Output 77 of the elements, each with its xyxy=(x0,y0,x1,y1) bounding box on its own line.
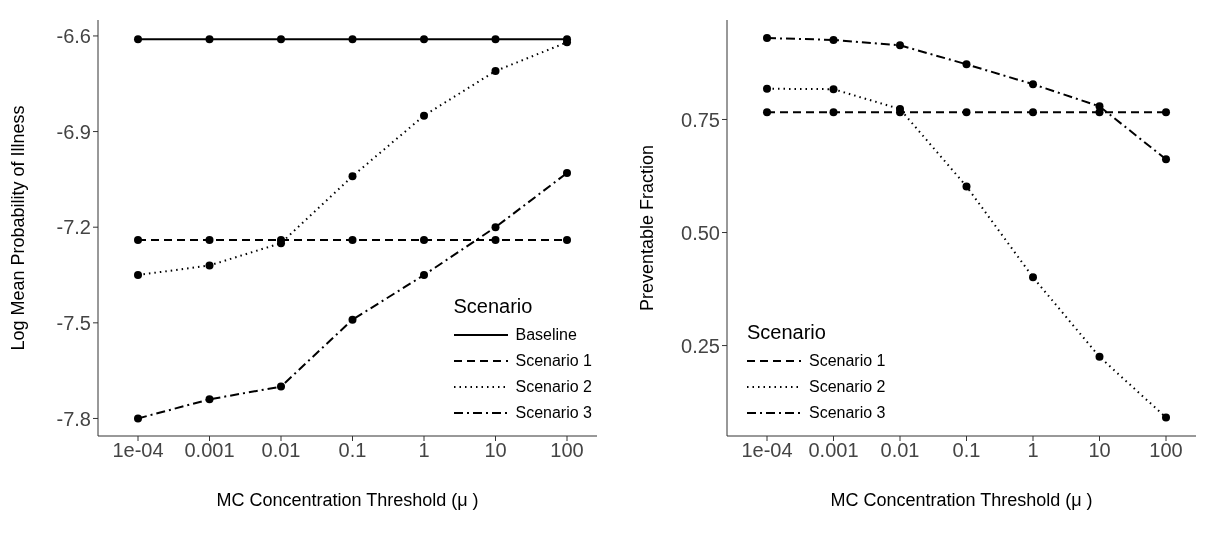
point xyxy=(491,67,500,75)
point xyxy=(134,235,142,244)
point xyxy=(420,111,428,120)
point xyxy=(763,84,771,93)
x-tick-label: 100 xyxy=(1149,439,1183,462)
point xyxy=(348,172,357,181)
point xyxy=(1029,80,1037,89)
x-tick-label: 1e-04 xyxy=(741,439,793,462)
point xyxy=(205,261,214,270)
x-tick-label: 0.1 xyxy=(952,439,981,462)
x-tick-label: 0.001 xyxy=(184,439,235,462)
point xyxy=(348,315,357,324)
point xyxy=(134,414,142,423)
point xyxy=(563,169,571,178)
legend-label: Scenario 1 xyxy=(809,352,886,370)
x-tick-label: 10 xyxy=(1088,439,1111,462)
point xyxy=(962,182,971,191)
point xyxy=(829,108,838,117)
x-tick-label: 0.1 xyxy=(338,439,367,462)
y-tick-label: 0.50 xyxy=(681,221,720,244)
x-tick-label: 1 xyxy=(418,439,430,462)
y-tick-label: -6.9 xyxy=(56,120,91,143)
y-axis-title: Preventable Fraction xyxy=(637,144,658,312)
legend-title: Scenario xyxy=(453,295,534,318)
point xyxy=(420,271,428,280)
y-tick-label: -7.5 xyxy=(56,311,91,334)
point xyxy=(962,108,971,117)
x-tick-label: 0.001 xyxy=(808,439,859,462)
point xyxy=(205,235,214,244)
point xyxy=(1095,102,1104,111)
point xyxy=(348,35,357,44)
legend-label: Baseline xyxy=(515,326,577,344)
x-axis-title: MC Concentration Threshold (μ ) xyxy=(830,490,1093,510)
point xyxy=(1095,352,1104,361)
legend-label: Scenario 3 xyxy=(515,404,592,422)
point xyxy=(348,235,357,244)
y-tick-label: -7.8 xyxy=(56,407,91,430)
point xyxy=(205,395,214,404)
point xyxy=(277,35,285,44)
point xyxy=(134,35,142,44)
y-axis-title: Log Mean Probability of Illness xyxy=(8,105,29,351)
legend-label: Scenario 2 xyxy=(809,378,886,396)
point xyxy=(205,35,214,44)
point xyxy=(829,85,838,94)
point xyxy=(491,35,500,44)
point xyxy=(134,271,142,280)
point xyxy=(491,235,500,244)
point xyxy=(1029,273,1037,282)
legend-label: Scenario 2 xyxy=(515,378,592,396)
legend-label: Scenario 1 xyxy=(515,352,592,370)
x-tick-label: 0.01 xyxy=(880,439,920,462)
x-tick-label: 100 xyxy=(550,439,584,462)
point xyxy=(896,41,904,50)
point xyxy=(1162,108,1170,117)
point xyxy=(420,235,428,244)
x-axis-title: MC Concentration Threshold (μ ) xyxy=(216,490,479,510)
x-tick-label: 1 xyxy=(1027,439,1039,462)
point xyxy=(829,35,838,44)
point xyxy=(1029,108,1037,117)
point xyxy=(1162,155,1170,164)
y-tick-label: -6.6 xyxy=(56,25,91,48)
point xyxy=(563,235,571,244)
point xyxy=(420,35,428,44)
legend-title: Scenario xyxy=(747,321,827,344)
legend-label: Scenario 3 xyxy=(809,404,886,422)
x-tick-label: 1e-04 xyxy=(112,439,164,462)
y-tick-label: -7.2 xyxy=(56,216,91,239)
point xyxy=(763,34,771,43)
y-tick-label: 0.25 xyxy=(681,334,720,357)
point xyxy=(763,108,771,117)
y-tick-label: 0.75 xyxy=(681,108,720,131)
point xyxy=(1162,413,1170,422)
point xyxy=(962,60,971,69)
point xyxy=(277,382,285,391)
point xyxy=(491,223,500,232)
x-tick-label: 0.01 xyxy=(261,439,301,462)
x-tick-label: 10 xyxy=(484,439,507,462)
